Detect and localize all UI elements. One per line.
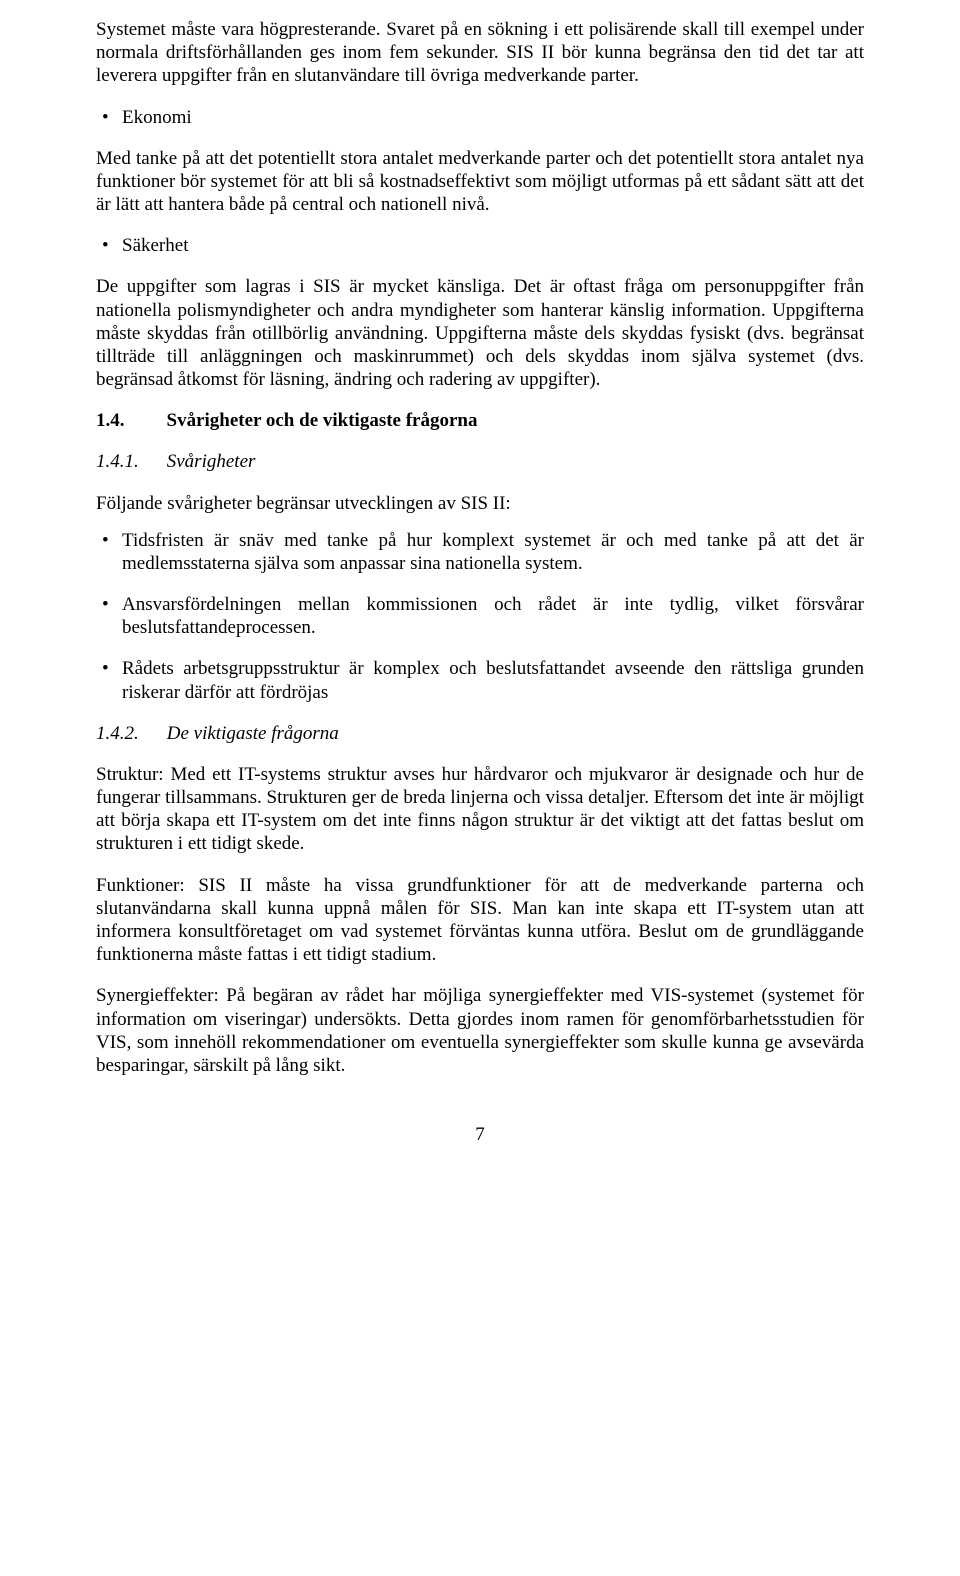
list-item: Ansvarsfördelningen mellan kommissionen … [116,593,864,639]
subsection-number: 1.4.1. [96,450,139,473]
section-title: Svårigheter och de viktigaste frågorna [167,409,478,432]
bullet-list: Ekonomi [96,106,864,129]
paragraph: Synergieffekter: På begäran av rådet har… [96,984,864,1077]
bullet-list: Säkerhet [96,234,864,257]
list-item: Rådets arbetsgruppsstruktur är komplex o… [116,657,864,703]
paragraph: Funktioner: SIS II måste ha vissa grundf… [96,874,864,967]
list-item: Tidsfristen är snäv med tanke på hur kom… [116,529,864,575]
paragraph: Systemet måste vara högpresterande. Svar… [96,18,864,88]
document-page: Systemet måste vara högpresterande. Svar… [0,0,960,1576]
section-number: 1.4. [96,409,125,432]
section-heading: 1.4. Svårigheter och de viktigaste frågo… [96,409,864,432]
page-number: 7 [96,1123,864,1146]
subsection-heading: 1.4.2. De viktigaste frågorna [96,722,864,745]
paragraph: Med tanke på att det potentiellt stora a… [96,147,864,217]
subsection-title: Svårigheter [167,450,256,473]
list-item: Ekonomi [116,106,864,129]
subsection-heading: 1.4.1. Svårigheter [96,450,864,473]
bullet-heading: Säkerhet [122,234,864,257]
list-item: Säkerhet [116,234,864,257]
bullet-heading: Ekonomi [122,106,864,129]
subsection-title: De viktigaste frågorna [167,722,339,745]
bullet-list: Tidsfristen är snäv med tanke på hur kom… [96,529,864,704]
paragraph: Struktur: Med ett IT-systems struktur av… [96,763,864,856]
paragraph: De uppgifter som lagras i SIS är mycket … [96,275,864,391]
subsection-number: 1.4.2. [96,722,139,745]
paragraph: Följande svårigheter begränsar utvecklin… [96,492,864,515]
